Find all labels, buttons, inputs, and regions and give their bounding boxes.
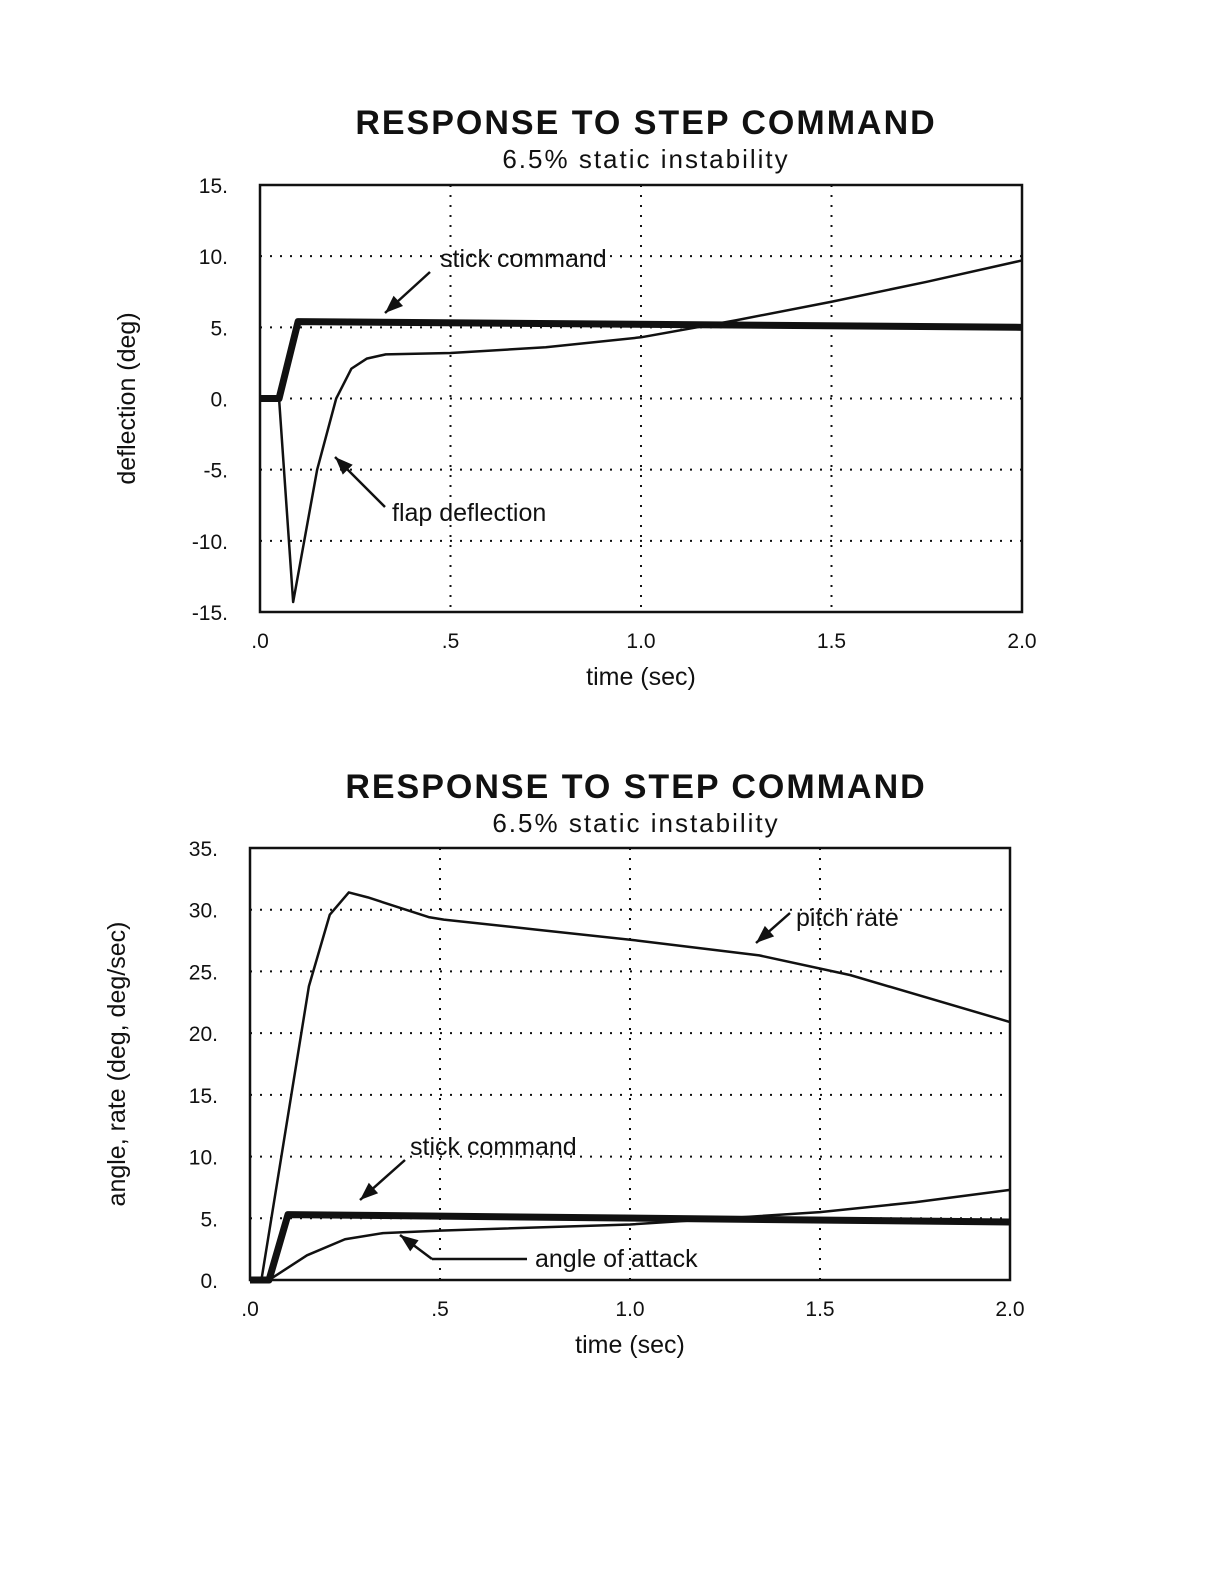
x-tick-label: 2.0 (1007, 630, 1036, 653)
y-axis-label: deflection (deg) (113, 312, 141, 484)
y-tick-label: -5. (203, 460, 228, 483)
y-tick-label: 10. (189, 1147, 218, 1170)
chart-title: RESPONSE TO STEP COMMAND (345, 768, 926, 806)
arrow-flap-deflection (334, 456, 386, 508)
annotation-angle-of-attack: angle of attack (535, 1245, 698, 1273)
arrow-head (360, 1182, 379, 1200)
x-axis-label: time (sec) (575, 1331, 685, 1359)
arrow-stick-command (384, 271, 431, 314)
arrow-head (400, 1235, 419, 1252)
annotation-stick-command: stick command (410, 1133, 577, 1161)
chart-subtitle: 6.5% static instability (492, 808, 779, 838)
y-tick-label: 0. (210, 389, 228, 412)
annotation-flap-deflection: flap deflection (392, 499, 546, 527)
y-tick-label: 5. (210, 317, 228, 340)
y-tick-label: -15. (192, 602, 228, 625)
y-tick-label: 25. (189, 961, 218, 984)
y-tick-label: 0. (200, 1270, 218, 1293)
x-tick-label: 1.0 (615, 1298, 644, 1321)
y-tick-label: 20. (189, 1023, 218, 1046)
y-axis-label: angle, rate (deg, deg/sec) (103, 922, 131, 1207)
arrow-head (756, 925, 775, 943)
series-angle-of-attack (268, 1188, 1011, 1282)
x-axis-label: time (sec) (586, 663, 696, 691)
x-tick-label: .5 (431, 1298, 449, 1321)
y-tick-label: 30. (189, 900, 218, 923)
plot-frame (248, 846, 1012, 1282)
y-tick-label: 15. (189, 1085, 218, 1108)
x-tick-label: .0 (251, 630, 269, 653)
y-tick-label: 10. (199, 246, 228, 269)
series-stick-command (260, 318, 1023, 402)
series-flap-deflection (277, 259, 1023, 604)
arrow-head (335, 457, 353, 475)
x-tick-label: 1.5 (805, 1298, 834, 1321)
arrow-pitch-rate (755, 912, 791, 944)
y-tick-label: -10. (192, 531, 228, 554)
annotation-stick-command: stick command (440, 245, 607, 273)
x-tick-label: 2.0 (995, 1298, 1024, 1321)
annotation-pitch-rate: pitch rate (796, 904, 899, 932)
y-tick-label: 35. (189, 838, 218, 861)
chart-subtitle: 6.5% static instability (502, 144, 789, 174)
x-tick-label: 1.0 (626, 630, 655, 653)
series-stick-command (250, 1211, 1011, 1284)
arrow-angle-of-attack (399, 1234, 433, 1260)
series-pitch-rate (260, 891, 1011, 1281)
x-tick-label: .5 (442, 630, 460, 653)
arrow-stick-command (359, 1159, 406, 1201)
x-tick-label: 1.5 (817, 630, 846, 653)
y-tick-label: 5. (200, 1208, 218, 1231)
x-tick-label: .0 (241, 1298, 259, 1321)
arrow-head (385, 295, 404, 313)
y-tick-label: 15. (199, 175, 228, 198)
chart-title: RESPONSE TO STEP COMMAND (355, 104, 936, 142)
